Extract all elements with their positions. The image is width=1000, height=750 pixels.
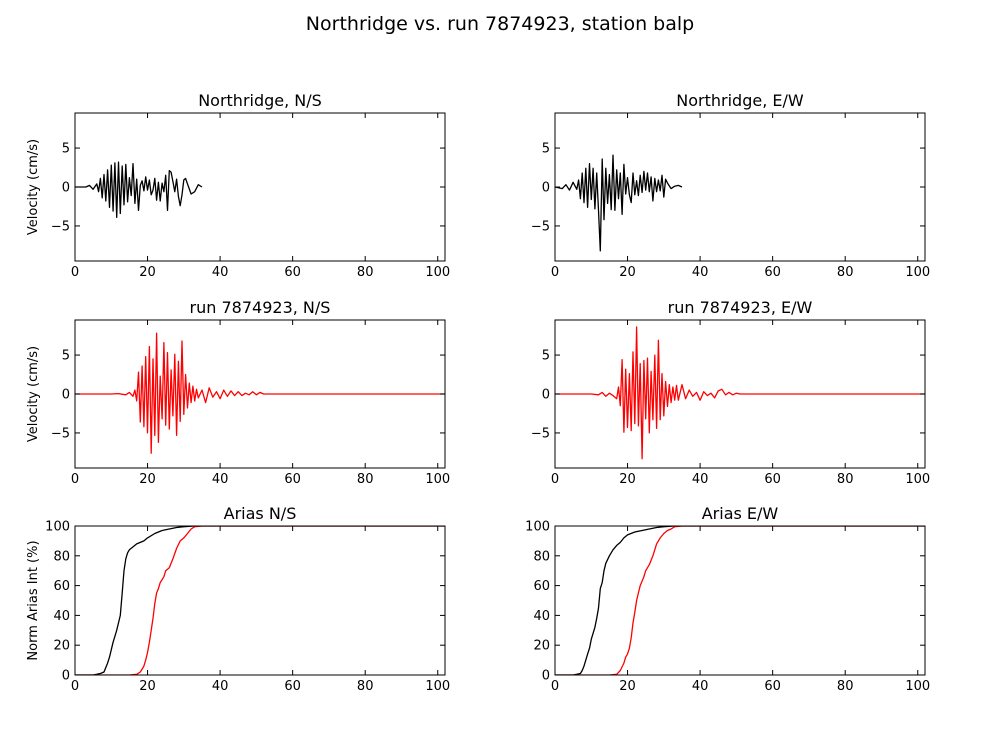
y-tick-label: 60 [53, 579, 70, 594]
y-tick-label: −5 [531, 219, 550, 234]
subplot-title: Arias N/S [224, 504, 297, 523]
x-tick-label: 20 [139, 265, 156, 280]
y-tick-label: 40 [533, 609, 550, 624]
x-tick-label: 40 [692, 679, 709, 694]
subplot-6: 0 20 40 60 80 100 0 20 40 60 80 100 Arias E/W [525, 504, 930, 694]
x-tick-label: 40 [692, 472, 709, 487]
series-line-1 [75, 526, 445, 675]
x-tick-label: 100 [425, 472, 450, 487]
y-tick-label: 20 [533, 639, 550, 654]
y-axis-label: Velocity (cm/s) [26, 139, 41, 235]
x-tick-label: 80 [357, 265, 374, 280]
series-line-1 [555, 526, 925, 675]
subplot-grid: 0 20 40 60 80 100 −5 0 5 Northridge, N/S Velocity … [26, 91, 930, 694]
y-tick-label: 80 [533, 549, 550, 564]
subplot-title: Northridge, E/W [676, 91, 804, 110]
x-tick-label: 60 [284, 679, 301, 694]
y-tick-label: −5 [51, 219, 70, 234]
y-tick-label: 5 [542, 349, 550, 364]
x-tick-label: 20 [619, 679, 636, 694]
x-tick-label: 100 [905, 265, 930, 280]
x-tick-label: 20 [619, 472, 636, 487]
subplot-1: 0 20 40 60 80 100 −5 0 5 Northridge, N/S Velocity … [26, 91, 450, 280]
x-tick-label: 60 [284, 265, 301, 280]
y-tick-label: 0 [62, 181, 70, 196]
figure-title: Northridge vs. run 7874923, station balp [306, 13, 694, 35]
x-tick-label: 60 [284, 472, 301, 487]
subplot-5: 0 20 40 60 80 100 0 20 40 60 80 100 Arias N/S Norm Ar… [26, 504, 450, 694]
subplot-title: run 7874923, N/S [190, 298, 331, 317]
x-tick-label: 0 [551, 679, 559, 694]
y-axis-label: Norm Arias Int (%) [26, 540, 41, 660]
x-tick-label: 80 [837, 265, 854, 280]
x-tick-label: 40 [692, 265, 709, 280]
x-tick-label: 20 [139, 679, 156, 694]
x-tick-label: 80 [357, 472, 374, 487]
series-line-2 [75, 526, 445, 675]
subplot-title: Arias E/W [702, 504, 779, 523]
x-tick-label: 100 [905, 472, 930, 487]
subplot-4: 0 20 40 60 80 100 −5 0 5 run 7874923, E/W [531, 298, 930, 487]
x-tick-label: 40 [212, 472, 229, 487]
y-tick-label: 100 [525, 520, 550, 535]
x-tick-label: 80 [837, 679, 854, 694]
y-tick-label: 5 [542, 142, 550, 157]
y-tick-label: 40 [53, 609, 70, 624]
series-line-1 [555, 326, 925, 460]
x-tick-label: 100 [425, 679, 450, 694]
y-tick-label: 60 [533, 579, 550, 594]
y-tick-label: 0 [62, 669, 70, 684]
subplot-title: run 7874923, E/W [668, 298, 813, 317]
subplot-2: 0 20 40 60 80 100 −5 0 5 Northridge, E/W [531, 91, 930, 280]
y-tick-label: 0 [62, 388, 70, 403]
x-tick-label: 80 [837, 472, 854, 487]
y-tick-label: 0 [542, 669, 550, 684]
y-tick-label: −5 [531, 426, 550, 441]
x-tick-label: 100 [425, 265, 450, 280]
y-tick-label: 20 [53, 639, 70, 654]
x-tick-label: 0 [551, 472, 559, 487]
x-tick-label: 0 [71, 679, 79, 694]
axes-frame [74, 525, 446, 676]
x-tick-label: 0 [551, 265, 559, 280]
x-tick-label: 20 [139, 472, 156, 487]
y-tick-label: 5 [62, 142, 70, 157]
series-line-1 [75, 161, 203, 219]
x-tick-label: 0 [71, 265, 79, 280]
y-tick-label: 0 [542, 181, 550, 196]
subplot-title: Northridge, N/S [198, 91, 322, 110]
y-tick-label: 0 [542, 388, 550, 403]
series-line-1 [555, 154, 683, 252]
x-tick-label: 20 [619, 265, 636, 280]
y-tick-label: 100 [45, 520, 70, 535]
x-tick-label: 60 [764, 265, 781, 280]
x-tick-label: 40 [212, 265, 229, 280]
x-tick-label: 60 [764, 679, 781, 694]
y-tick-label: 5 [62, 349, 70, 364]
x-tick-label: 60 [764, 472, 781, 487]
y-axis-label: Velocity (cm/s) [26, 346, 41, 442]
x-tick-label: 80 [357, 679, 374, 694]
x-tick-label: 100 [905, 679, 930, 694]
y-tick-label: −5 [51, 426, 70, 441]
x-tick-label: 40 [212, 679, 229, 694]
axes-frame [554, 525, 926, 676]
subplot-3: 0 20 40 60 80 100 −5 0 5 run 7874923, N/S Velocity… [26, 298, 450, 487]
y-tick-label: 80 [53, 549, 70, 564]
series-line-2 [555, 526, 925, 675]
series-line-1 [75, 332, 445, 454]
x-tick-label: 0 [71, 472, 79, 487]
